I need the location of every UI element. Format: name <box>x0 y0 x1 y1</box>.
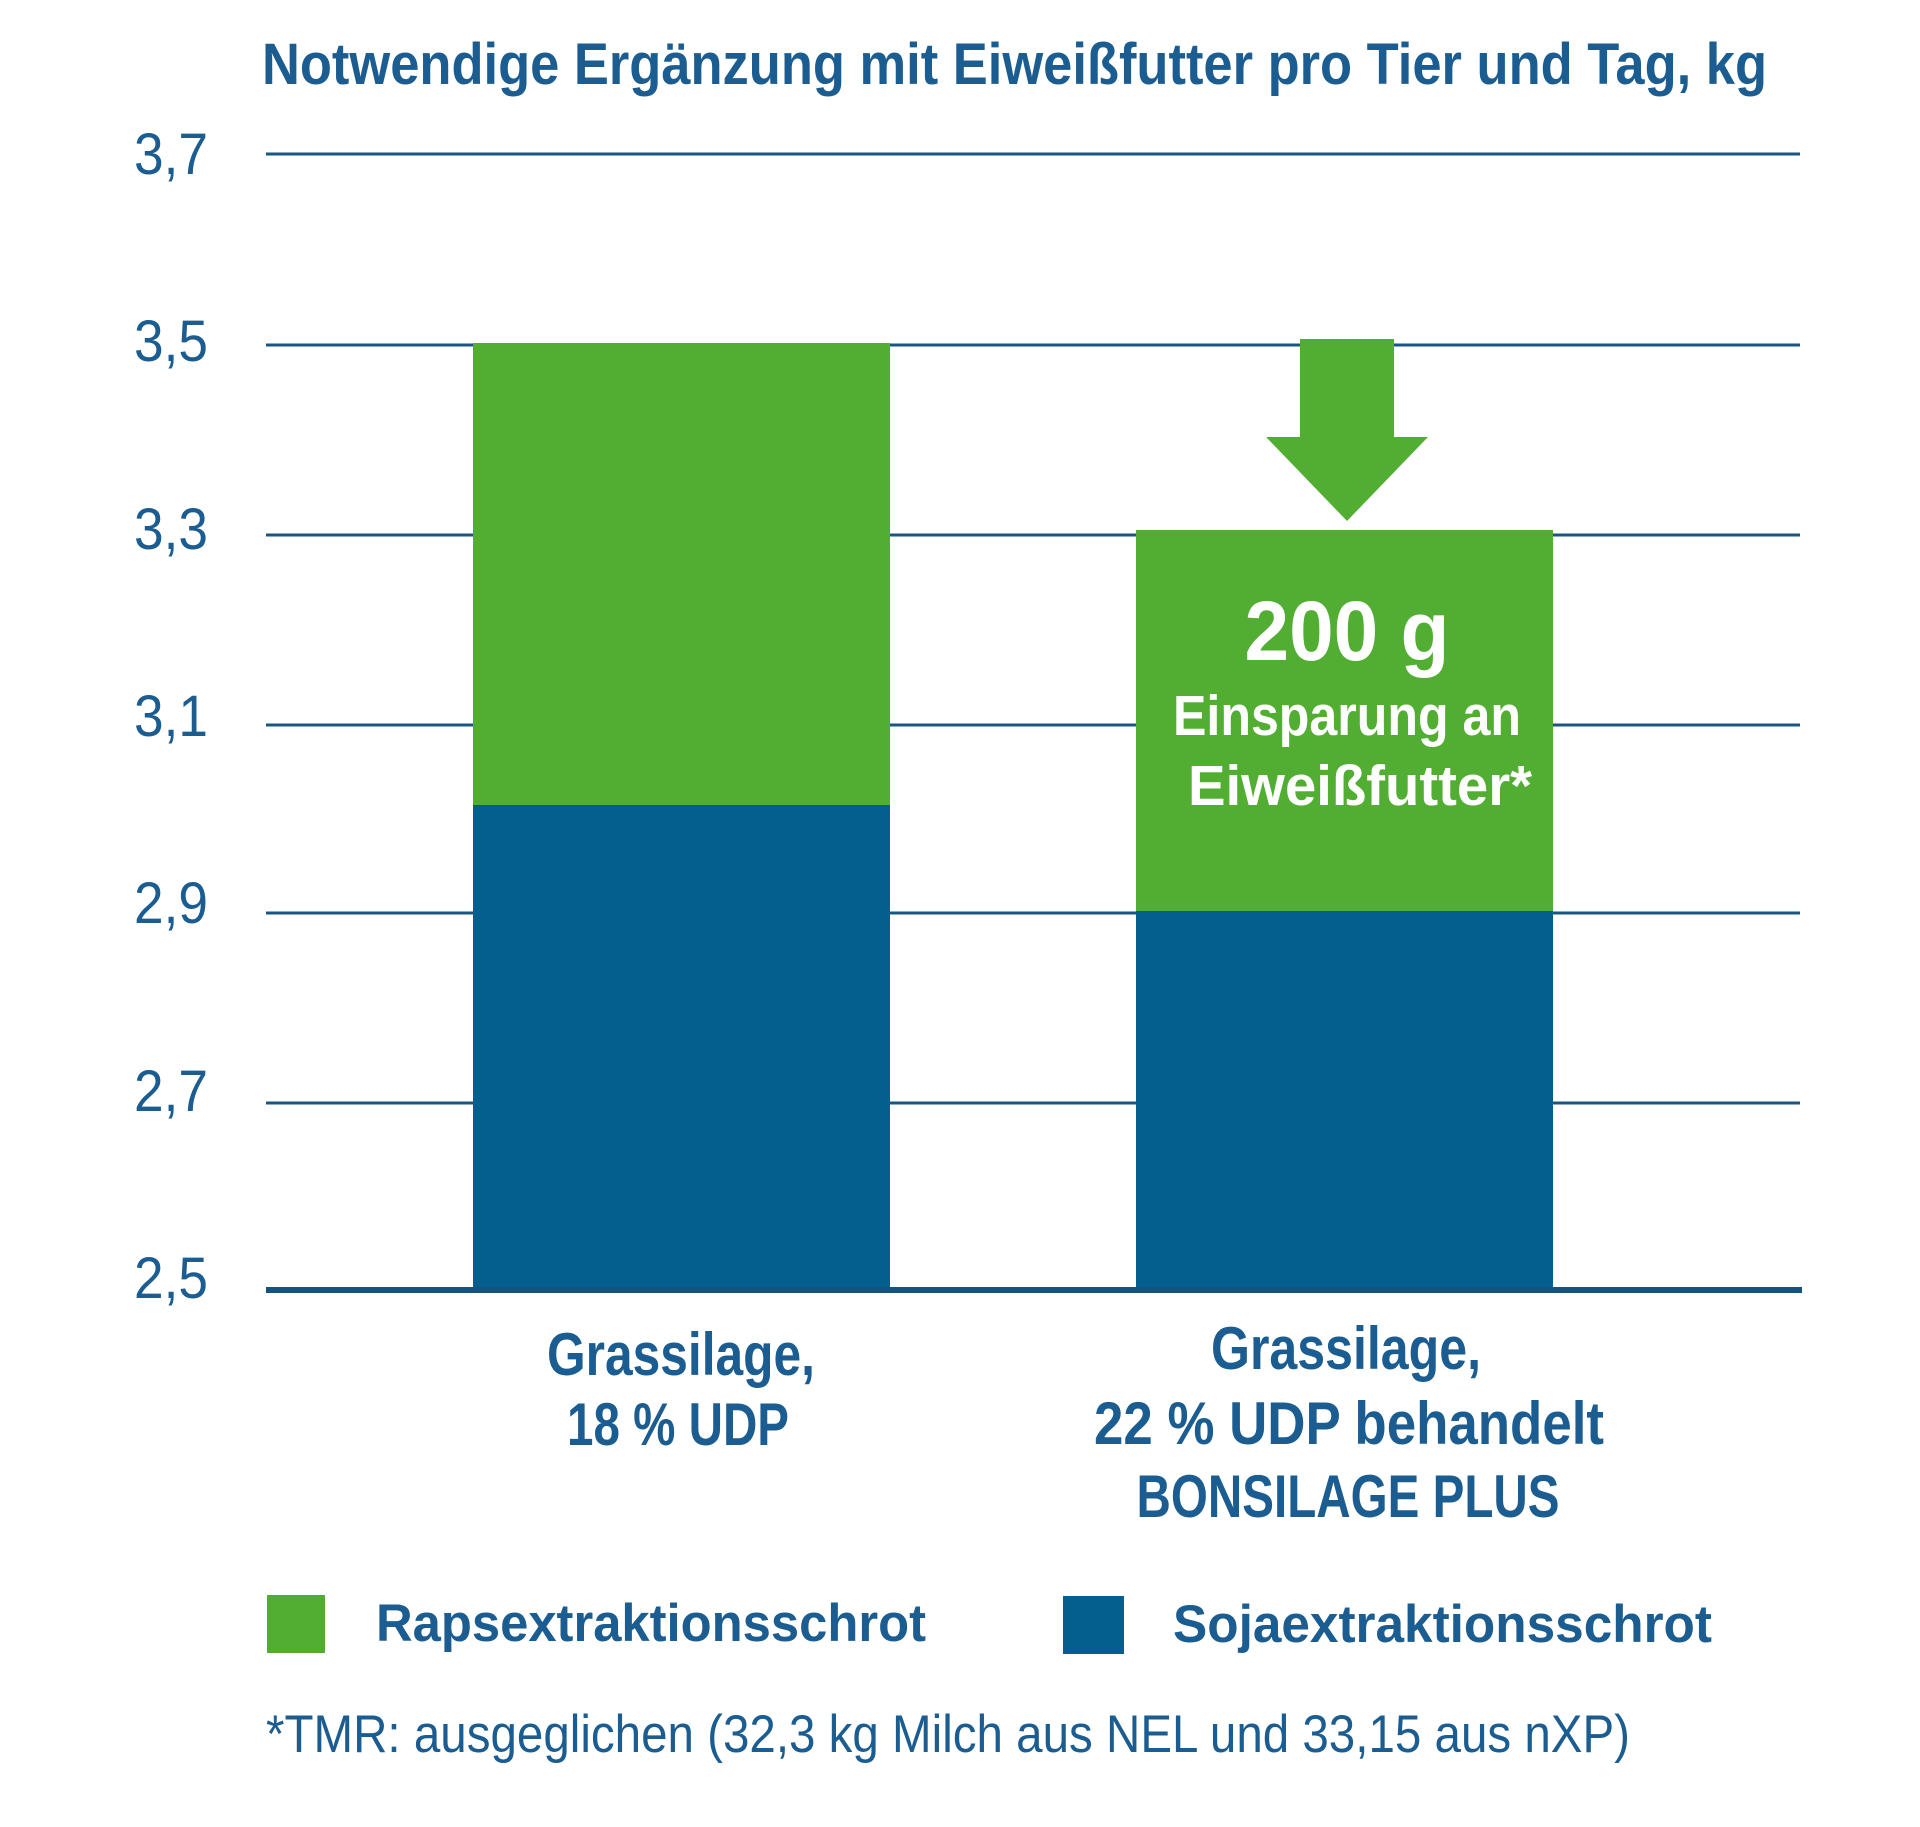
svg-text:3,5: 3,5 <box>134 309 208 374</box>
svg-text:Einsparung an: Einsparung an <box>1173 684 1521 748</box>
svg-text:3,1: 3,1 <box>134 684 208 749</box>
svg-text:Rapsextraktionsschrot: Rapsextraktionsschrot <box>376 1594 926 1653</box>
svg-text:Grassilage,: Grassilage, <box>547 1321 815 1388</box>
svg-text:3,3: 3,3 <box>134 497 208 562</box>
svg-text:18 % UDP: 18 % UDP <box>567 1391 789 1458</box>
svg-text:Sojaextraktionsschrot: Sojaextraktionsschrot <box>1173 1595 1712 1654</box>
svg-text:200 g: 200 g <box>1245 584 1450 678</box>
svg-text:BONSILAGE PLUS: BONSILAGE PLUS <box>1137 1463 1560 1530</box>
svg-text:2,5: 2,5 <box>134 1246 208 1311</box>
svg-text:*TMR: ausgeglichen (32,3 kg Mi: *TMR: ausgeglichen (32,3 kg Milch aus NE… <box>266 1705 1630 1764</box>
svg-text:3,7: 3,7 <box>134 122 208 187</box>
svg-text:Grassilage,: Grassilage, <box>1211 1315 1481 1382</box>
svg-text:2,9: 2,9 <box>134 871 208 936</box>
svg-text:Eiweißfutter*: Eiweißfutter* <box>1188 754 1533 818</box>
svg-text:22 % UDP behandelt: 22 % UDP behandelt <box>1094 1390 1604 1457</box>
svg-text:Notwendige Ergänzung mit Eiwei: Notwendige Ergänzung mit Eiweißfutter pr… <box>262 32 1767 97</box>
svg-text:2,7: 2,7 <box>134 1059 208 1124</box>
